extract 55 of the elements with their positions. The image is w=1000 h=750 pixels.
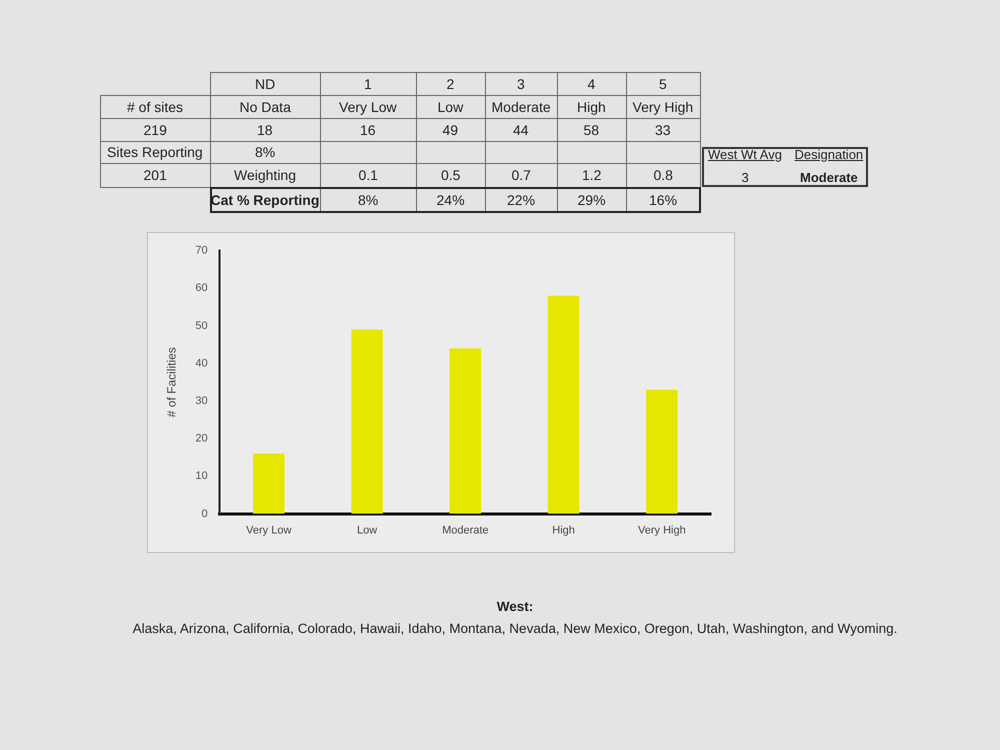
text: 0.8	[654, 167, 673, 183]
text: Moderate	[800, 170, 858, 186]
text: 33	[655, 122, 671, 138]
text: Cat % Reporting	[210, 192, 320, 208]
category-label: Very High	[632, 98, 694, 114]
y-tick-label: 30	[195, 395, 208, 408]
y-tick-label: 60	[195, 282, 208, 294]
y-tick-label: 50	[195, 320, 208, 332]
text: Alaska, Arizona, California, Colorado, Hawaii, Idaho, Montana, Nevada, New Mexico, Oregon, Utah, Washington, and Wyoming.	[132, 620, 898, 638]
text: ND	[255, 76, 276, 92]
text: 201	[144, 167, 167, 183]
x-tick-label: Very Low	[246, 524, 292, 536]
text: No Data	[240, 98, 291, 114]
text: 44	[513, 122, 529, 138]
text: 4	[588, 76, 596, 92]
y-tick-label: 0	[202, 508, 208, 520]
text: 24%	[436, 192, 465, 208]
text: 1	[364, 76, 372, 92]
text: 49	[442, 122, 458, 138]
y-tick-label: 70	[195, 244, 208, 257]
y-tick-label: 10	[195, 470, 208, 482]
text: 219	[144, 122, 167, 138]
category-label: Moderate	[492, 98, 551, 114]
text: 8%	[358, 192, 378, 208]
text: 5	[659, 76, 667, 92]
text: Designation	[794, 147, 864, 163]
x-tick-label: High	[552, 524, 575, 536]
text: 2	[446, 76, 454, 92]
text: West:	[496, 598, 534, 616]
category-label: Low	[438, 98, 464, 114]
text: 58	[584, 122, 600, 138]
y-tick-label: 20	[195, 432, 208, 445]
x-tick-label: Moderate	[442, 524, 489, 536]
text: 1.2	[582, 167, 602, 183]
text: 0.1	[358, 167, 378, 183]
text: # of sites	[127, 98, 184, 114]
text: 0.5	[441, 167, 460, 183]
text: 18	[257, 122, 273, 138]
text: 22%	[507, 192, 536, 208]
category-label: Very Low	[339, 98, 397, 114]
text: 0.7	[512, 167, 531, 183]
y-tick-label: 40	[195, 357, 208, 370]
x-tick-label: Low	[356, 524, 378, 536]
text: West Wt Avg	[708, 147, 782, 163]
text: 29%	[578, 192, 606, 208]
text: 16%	[649, 192, 678, 208]
text: Weighting	[234, 167, 296, 183]
x-tick-label: Very High	[638, 524, 686, 536]
text: 3	[742, 170, 749, 186]
category-label: High	[577, 98, 606, 114]
text: 3	[517, 76, 525, 92]
text: 8%	[255, 144, 276, 160]
text: 16	[360, 122, 376, 138]
y-axis-title: # of Facilities	[164, 347, 179, 418]
text: Sites Reporting	[107, 144, 203, 160]
